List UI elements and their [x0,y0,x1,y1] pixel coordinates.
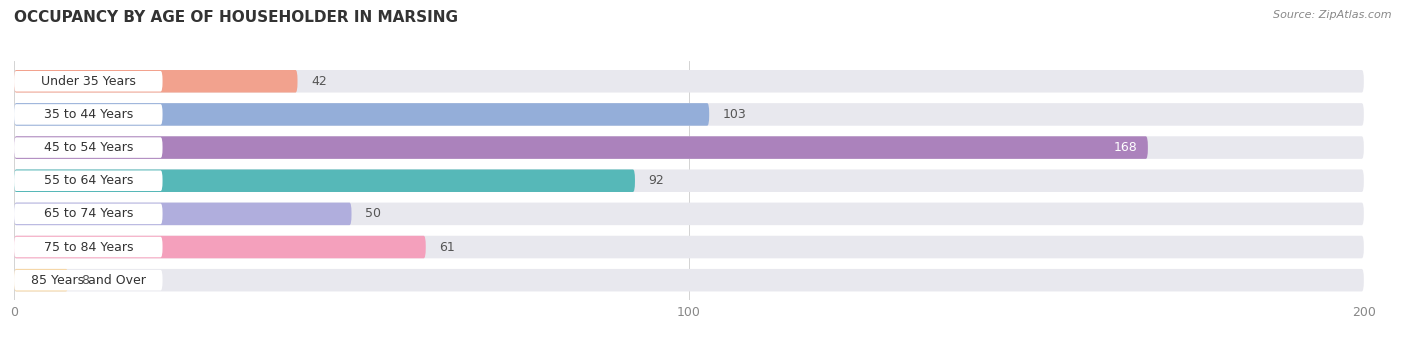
Text: 92: 92 [648,174,664,187]
Text: 61: 61 [439,240,456,254]
Text: Source: ZipAtlas.com: Source: ZipAtlas.com [1274,10,1392,20]
FancyBboxPatch shape [14,136,1147,159]
Text: 168: 168 [1114,141,1137,154]
FancyBboxPatch shape [14,169,1364,192]
Text: 85 Years and Over: 85 Years and Over [31,274,146,287]
Text: 75 to 84 Years: 75 to 84 Years [44,240,134,254]
FancyBboxPatch shape [14,203,1364,225]
FancyBboxPatch shape [14,103,1364,126]
FancyBboxPatch shape [14,104,163,125]
Text: 8: 8 [82,274,90,287]
Text: 50: 50 [366,207,381,220]
FancyBboxPatch shape [14,169,636,192]
FancyBboxPatch shape [14,70,298,92]
FancyBboxPatch shape [14,236,426,258]
FancyBboxPatch shape [14,269,67,292]
FancyBboxPatch shape [14,237,163,257]
FancyBboxPatch shape [14,137,163,158]
FancyBboxPatch shape [14,204,163,224]
FancyBboxPatch shape [14,103,709,126]
Text: 103: 103 [723,108,747,121]
FancyBboxPatch shape [14,236,1364,258]
FancyBboxPatch shape [14,203,352,225]
Text: 55 to 64 Years: 55 to 64 Years [44,174,134,187]
Text: Under 35 Years: Under 35 Years [41,75,136,88]
FancyBboxPatch shape [14,170,163,191]
Text: 45 to 54 Years: 45 to 54 Years [44,141,134,154]
Text: OCCUPANCY BY AGE OF HOUSEHOLDER IN MARSING: OCCUPANCY BY AGE OF HOUSEHOLDER IN MARSI… [14,10,458,25]
FancyBboxPatch shape [14,269,1364,292]
FancyBboxPatch shape [14,270,163,291]
FancyBboxPatch shape [14,70,1364,92]
Text: 42: 42 [311,75,326,88]
Text: 35 to 44 Years: 35 to 44 Years [44,108,134,121]
FancyBboxPatch shape [14,71,163,91]
FancyBboxPatch shape [14,136,1364,159]
Text: 65 to 74 Years: 65 to 74 Years [44,207,134,220]
